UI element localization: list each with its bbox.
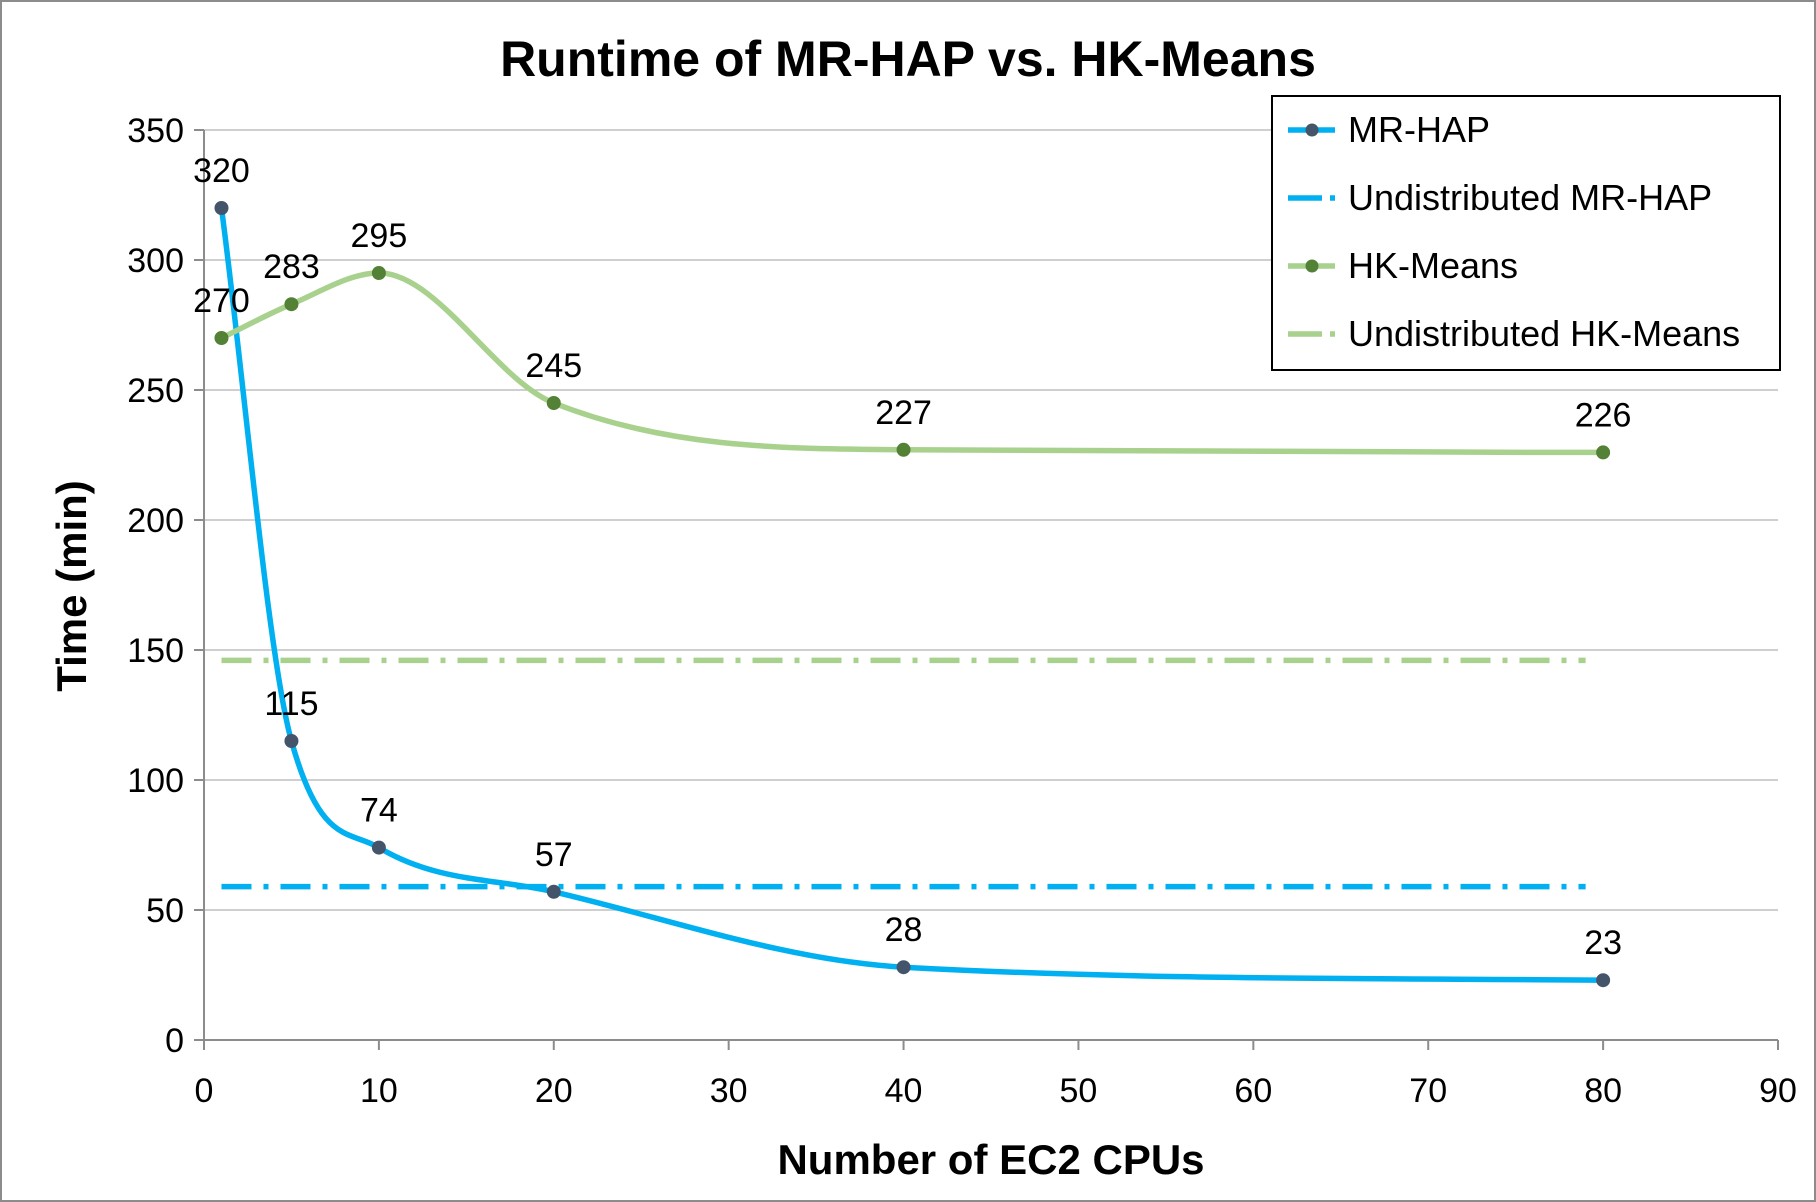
data-label: 227	[875, 394, 932, 432]
data-labels: 320 115 74 57 28 23 270 283 295 245 227 226	[193, 152, 1631, 962]
x-tick-label: 50	[1060, 1072, 1098, 1110]
chart-title: Runtime of MR-HAP vs. HK-Means	[500, 31, 1316, 87]
x-axis-title: Number of EC2 CPUs	[777, 1136, 1204, 1183]
legend-item: HK-Means	[1288, 245, 1518, 286]
data-label: 320	[193, 152, 250, 190]
plot-area	[214, 201, 1611, 988]
y-tick-label: 100	[127, 762, 184, 800]
data-label: 28	[885, 911, 923, 949]
legend-item: Undistributed HK-Means	[1288, 313, 1740, 354]
data-point	[371, 840, 386, 855]
x-tick-label: 10	[360, 1072, 398, 1110]
x-tick-label: 60	[1234, 1072, 1272, 1110]
data-point	[284, 297, 299, 312]
data-label: 295	[351, 217, 408, 255]
legend-marker	[1305, 259, 1319, 273]
data-label: 283	[263, 248, 320, 286]
data-point	[1596, 445, 1611, 460]
legend-label: MR-HAP	[1348, 109, 1490, 150]
legend-item: Undistributed MR-HAP	[1288, 177, 1712, 218]
x-tick-label: 90	[1759, 1072, 1797, 1110]
series-line	[218, 207, 1604, 983]
legend-label: HK-Means	[1348, 245, 1518, 286]
data-point	[214, 201, 229, 215]
x-tick-label: 0	[195, 1072, 214, 1110]
data-point	[284, 734, 299, 748]
series-mr-hap	[214, 201, 1611, 988]
data-label: 226	[1575, 396, 1632, 434]
x-tick-label: 80	[1584, 1072, 1622, 1110]
x-tick-label: 40	[885, 1072, 923, 1110]
data-label: 270	[193, 282, 250, 320]
gridlines	[204, 129, 1778, 911]
data-point	[896, 960, 911, 975]
x-tick-label: 70	[1409, 1072, 1447, 1110]
data-label: 245	[525, 347, 582, 385]
axes: 0 50 100 150 200 250 300 350 0 10 20 30 40 50 60 70 80 90	[127, 112, 1797, 1110]
data-label: 57	[535, 836, 573, 874]
legend-label: Undistributed MR-HAP	[1348, 177, 1712, 218]
series-line	[220, 270, 1604, 456]
y-tick-label: 200	[127, 502, 184, 540]
data-point	[214, 331, 229, 345]
y-tick-label: 50	[146, 892, 184, 930]
y-tick-label: 250	[127, 372, 184, 410]
legend-item: MR-HAP	[1288, 109, 1490, 150]
x-tick-label: 20	[535, 1072, 573, 1110]
data-label: 115	[264, 685, 318, 723]
data-point	[546, 884, 561, 899]
y-tick-label: 300	[127, 242, 184, 280]
y-tick-label: 350	[127, 112, 184, 150]
legend-marker	[1305, 123, 1319, 137]
x-tick-label: 30	[710, 1072, 748, 1110]
data-point	[371, 266, 386, 280]
data-label: 74	[360, 792, 398, 830]
legend-label: Undistributed HK-Means	[1348, 313, 1740, 354]
data-point	[546, 396, 561, 410]
data-label: 23	[1584, 924, 1622, 962]
series-hk-means	[214, 266, 1611, 460]
legend-box	[1271, 95, 1781, 371]
legend: MR-HAP Undistributed MR-HAP HK-Means Undist…	[1271, 95, 1781, 371]
data-point	[1596, 973, 1611, 988]
y-axis-title: Time (min)	[48, 480, 95, 692]
data-point	[896, 442, 911, 457]
y-tick-label: 0	[165, 1022, 184, 1060]
y-tick-label: 150	[127, 632, 184, 670]
